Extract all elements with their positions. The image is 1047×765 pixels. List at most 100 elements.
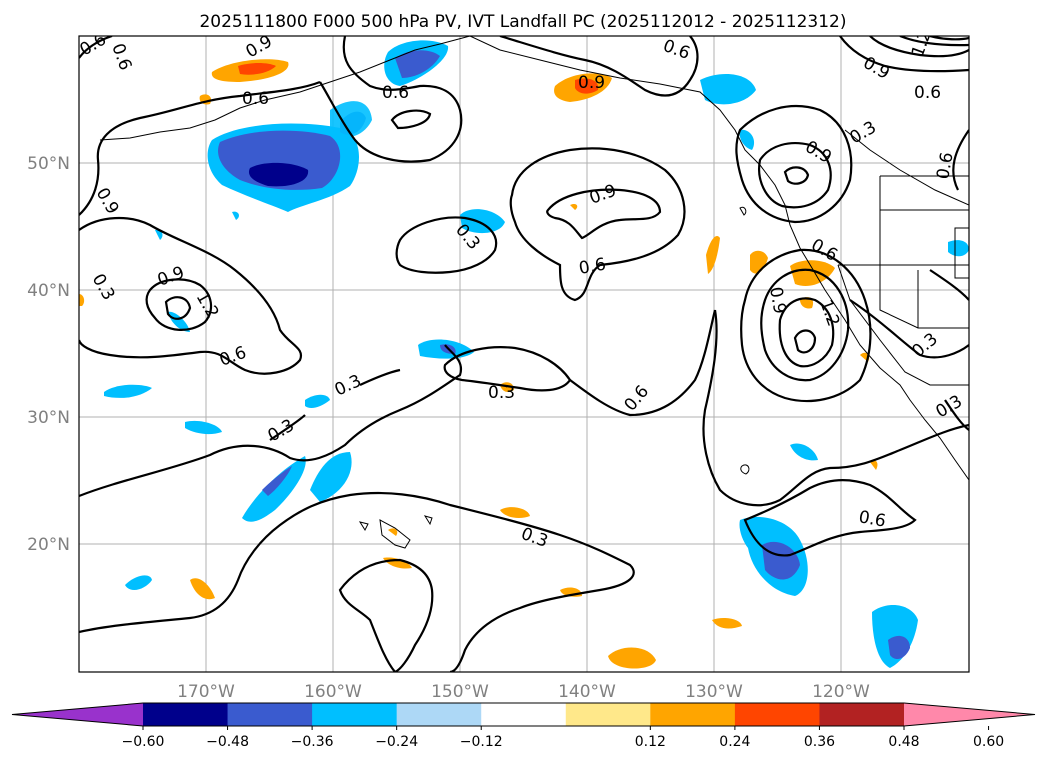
pv-contour-1.5: [793, 329, 817, 354]
ivt-negative-area: [155, 229, 163, 240]
colorbar-segment: [143, 703, 229, 726]
contour-label: 0.6: [914, 83, 941, 103]
colorbar-segment: [650, 703, 736, 726]
ivt-negative-area: [395, 50, 440, 78]
lon-label: 140°W: [558, 682, 616, 702]
shaded-fields: [79, 40, 969, 669]
pv-contour-0.3: [79, 491, 635, 672]
pv-contour-0.6: [740, 248, 872, 403]
hawaii-island: [423, 515, 433, 526]
ivt-negative-area: [262, 466, 292, 496]
ivt-negative-area: [790, 443, 818, 461]
ivt-positive-area: [790, 260, 835, 287]
lon-label: 150°W: [431, 682, 489, 702]
lat-label: 20°N: [27, 535, 70, 555]
map-frame: [78, 35, 970, 673]
pv-contour-0.6: [499, 36, 699, 97]
pv-contour-0.6: [839, 36, 969, 73]
ivt-negative-area: [460, 209, 505, 234]
state-line: [844, 129, 969, 206]
ivt-positive-area: [238, 63, 276, 75]
pv-contours: [79, 36, 969, 672]
pv-contour-1.2: [899, 36, 969, 47]
island: [740, 464, 750, 475]
lon-label: 170°W: [177, 682, 235, 702]
pv-contour-0.9: [79, 80, 321, 216]
ivt-negative-area: [948, 240, 969, 257]
pv-contour-0.9: [758, 142, 832, 209]
state-line: [838, 264, 969, 329]
ivt-negative-area: [104, 384, 152, 398]
colorbar-segment: [312, 703, 398, 726]
colorbar-segment: [819, 703, 905, 726]
contour-labels: 0.6 0.6 0.9 0.6 0.6 0.9 0.6 1.2 0.6 0.9 …: [79, 36, 966, 552]
ivt-negative-area: [330, 101, 372, 138]
colorbar-segment: [734, 703, 820, 726]
map-title: 2025111800 F000 500 hPa PV, IVT Landfall…: [199, 12, 846, 32]
colorbar-label: −0.60: [122, 734, 165, 750]
colorbar-label: −0.36: [291, 734, 334, 750]
ivt-negative-area: [305, 394, 330, 408]
contour-label: 0.6: [857, 507, 887, 531]
ivt-negative-area: [310, 452, 352, 502]
pv-contour-1.2: [783, 166, 810, 185]
pv-contour-0.6: [338, 558, 434, 672]
ivt-negative-area: [185, 420, 222, 435]
pv-contour-0.9: [145, 278, 213, 331]
ivt-positive-area: [712, 618, 742, 629]
ivt-negative-area: [248, 162, 309, 187]
lat-label: 30°N: [27, 408, 70, 428]
pv-contour-0.9: [760, 268, 850, 382]
ivt-positive-area: [570, 203, 578, 210]
contour-label: 0.6: [933, 151, 957, 181]
hawaii-island: [358, 521, 369, 532]
hawaii-island: [379, 519, 411, 549]
pv-contour-1.2: [778, 297, 835, 368]
lon-label: 130°W: [685, 682, 743, 702]
colorbar-extend-min: [12, 703, 143, 726]
pv-contour-0.3: [395, 216, 498, 274]
ivt-positive-area: [190, 578, 215, 600]
colorbar-label: 0.60: [973, 734, 1004, 750]
pv-contour-0.3: [79, 344, 463, 498]
ivt-negative-area: [125, 575, 152, 591]
colorbar-label: 0.48: [888, 734, 919, 750]
ivt-negative-area: [762, 541, 800, 580]
pv-contour-0.6: [319, 36, 463, 163]
ivt-positive-area: [575, 78, 599, 94]
pv-contour-0.9: [546, 188, 662, 240]
pv-contour-0.6: [79, 36, 113, 59]
ivt-positive-area: [388, 528, 398, 536]
ivt-negative-area: [739, 129, 755, 150]
island: [739, 206, 747, 216]
longitude-labels: 170°W 160°W 150°W 140°W 130°W 120°W: [177, 682, 870, 702]
colorbar-label: 0.36: [804, 734, 835, 750]
ivt-negative-area: [168, 311, 190, 332]
ivt-negative-area: [700, 74, 756, 105]
ivt-positive-area: [608, 647, 656, 669]
pv-contour-0.6: [79, 216, 303, 375]
pv-contour-0.6: [509, 147, 686, 302]
contour-label: 0.3: [488, 383, 515, 403]
lon-label: 120°W: [812, 682, 870, 702]
contour-label: 0.9: [765, 285, 789, 315]
contour-label: 0.6: [242, 89, 269, 109]
pv-contour-0.3: [359, 368, 401, 386]
ivt-negative-area: [888, 635, 910, 660]
state-outline: [954, 227, 969, 279]
pv-contour-0.6: [849, 299, 969, 359]
colorbar-label: −0.12: [460, 734, 503, 750]
colorbar-label: −0.48: [206, 734, 249, 750]
pv-contour-0.3: [702, 309, 969, 507]
colorbar-segment: [227, 703, 313, 726]
pv-contour-0.3: [443, 346, 572, 392]
map-panel: 0.6 0.6 0.9 0.6 0.6 0.9 0.6 1.2 0.6 0.9 …: [78, 35, 970, 673]
colorbar-segment: [396, 703, 482, 726]
lat-label: 40°N: [27, 281, 70, 301]
pv-contour-0.6: [952, 129, 969, 191]
ivt-positive-area: [800, 297, 814, 309]
ivt-positive-area: [870, 460, 878, 470]
pv-contour-0.6: [735, 105, 853, 224]
colorbar-segment: [565, 703, 651, 726]
pv-contour-0.3: [269, 414, 306, 441]
